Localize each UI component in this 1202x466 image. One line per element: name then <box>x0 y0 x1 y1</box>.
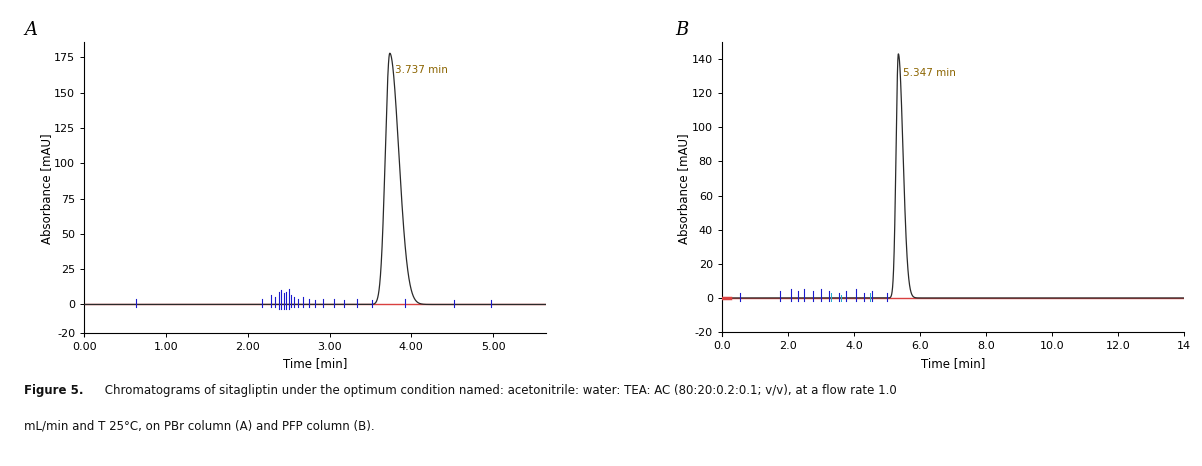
Text: mL/min and T 25°C, on PBr column (A) and PFP column (B).: mL/min and T 25°C, on PBr column (A) and… <box>24 419 375 432</box>
Text: Chromatograms of sitagliptin under the optimum condition named: acetonitrile: wa: Chromatograms of sitagliptin under the o… <box>101 384 897 397</box>
Y-axis label: Absorbance [mAU]: Absorbance [mAU] <box>677 133 690 244</box>
Text: A: A <box>24 21 37 40</box>
Text: B: B <box>676 21 689 40</box>
Y-axis label: Absorbance [mAU]: Absorbance [mAU] <box>40 133 53 244</box>
Text: 5.347 min: 5.347 min <box>903 68 956 77</box>
Text: 3.737 min: 3.737 min <box>394 64 447 75</box>
Text: Figure 5.: Figure 5. <box>24 384 84 397</box>
X-axis label: Time [min]: Time [min] <box>282 357 347 370</box>
X-axis label: Time [min]: Time [min] <box>921 356 986 370</box>
